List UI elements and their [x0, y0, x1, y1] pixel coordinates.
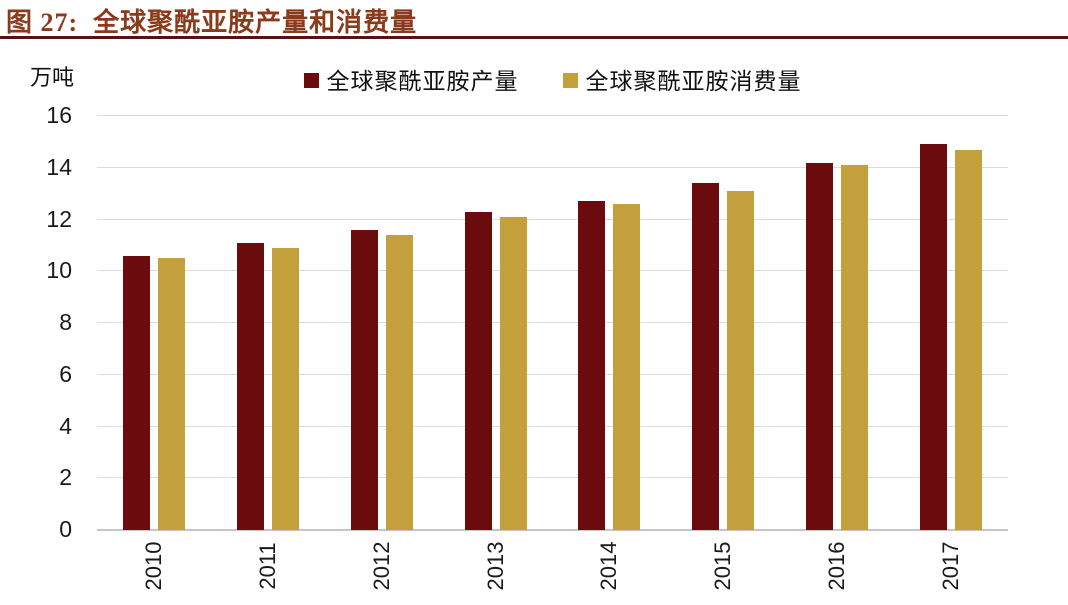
x-tick-label-2016: 2016: [824, 541, 850, 591]
bar-consumption-2014: [613, 203, 641, 530]
x-tick-label-2011: 2011: [254, 542, 280, 590]
x-axis-tick-labels: 2010 2011 2012 2013 2014 2015 2016 2017: [97, 536, 1008, 602]
bar-consumption-2012: [385, 235, 413, 530]
gridline-y-2: [97, 477, 1008, 479]
gridline-y-10: [97, 270, 1008, 272]
bar-production-2011: [236, 242, 264, 530]
bar-consumption-2010: [157, 258, 185, 530]
y-tick-label-8: 8: [59, 309, 72, 335]
x-label-cell-2016: 2016: [780, 536, 894, 602]
y-tick-label-0: 0: [59, 516, 72, 542]
x-label-cell-2014: 2014: [553, 536, 667, 602]
bar-production-2016: [806, 162, 834, 530]
gridline-y-8: [97, 322, 1008, 323]
plot-area: [97, 115, 1008, 531]
bar-production-2012: [350, 229, 378, 530]
bar-group-2011: [211, 116, 325, 530]
x-label-cell-2011: 2011: [211, 536, 325, 602]
y-tick-label-2: 2: [59, 464, 72, 491]
bar-consumption-2015: [727, 191, 755, 530]
bar-group-2016: [780, 116, 894, 530]
bar-production-2010: [122, 255, 150, 530]
bar-group-2010: [97, 116, 211, 530]
y-axis-unit-label: 万吨: [30, 65, 75, 90]
legend: 全球聚酰亚胺产量 全球聚酰亚胺消费量: [97, 62, 1008, 96]
x-label-cell-2010: 2010: [97, 536, 211, 602]
legend-label-production: 全球聚酰亚胺产量: [326, 69, 519, 94]
legend-label-consumption: 全球聚酰亚胺消费量: [585, 69, 802, 94]
x-tick-label-2015: 2015: [710, 541, 736, 591]
bar-consumption-2013: [499, 216, 527, 530]
y-axis-tick-labels: 0 2 4 6 8 10 12 14 16: [0, 104, 72, 541]
bar-group-2017: [894, 116, 1008, 530]
x-label-cell-2013: 2013: [439, 536, 553, 602]
bar-consumption-2011: [271, 247, 299, 530]
x-label-cell-2015: 2015: [666, 536, 780, 602]
y-tick-label-10: 10: [46, 257, 72, 284]
y-tick-label-4: 4: [59, 412, 72, 439]
bar-consumption-2017: [955, 149, 983, 530]
title-rule-divider: [0, 36, 1068, 39]
gridline-y-12: [97, 218, 1008, 220]
bar-group-2013: [439, 116, 553, 530]
gridline-y-4: [97, 425, 1008, 427]
x-tick-label-2014: 2014: [596, 541, 622, 591]
x-tick-label-2010: 2010: [140, 541, 166, 591]
gridline-y-6: [97, 373, 1008, 375]
x-tick-label-2012: 2012: [368, 541, 394, 591]
bar-production-2017: [920, 144, 948, 530]
x-tick-label-2013: 2013: [482, 541, 508, 591]
y-tick-label-14: 14: [46, 153, 72, 180]
legend-item-consumption: 全球聚酰亚胺消费量: [562, 62, 802, 96]
figure-title: 图 27: 全球聚酰亚胺产量和消费量: [6, 8, 418, 37]
bar-group-2012: [325, 116, 439, 530]
gridline-y-0: [97, 529, 1008, 531]
bar-production-2015: [692, 183, 720, 530]
legend-item-production: 全球聚酰亚胺产量: [303, 62, 519, 96]
legend-swatch-consumption-icon: [562, 73, 578, 88]
bar-group-2015: [666, 116, 780, 530]
y-tick-label-12: 12: [46, 205, 72, 232]
x-label-cell-2012: 2012: [325, 536, 439, 602]
x-tick-label-2017: 2017: [938, 541, 964, 591]
bar-groups: [97, 116, 1008, 530]
bar-production-2013: [464, 211, 492, 530]
y-tick-label-6: 6: [59, 360, 72, 387]
bar-production-2014: [578, 201, 606, 530]
x-label-cell-2017: 2017: [894, 536, 1008, 602]
y-tick-label-16: 16: [46, 102, 72, 128]
bar-group-2014: [553, 116, 667, 530]
gridline-y-16: [97, 115, 1008, 116]
gridline-y-14: [97, 166, 1008, 168]
legend-swatch-production-icon: [303, 73, 319, 88]
bar-consumption-2016: [841, 165, 869, 530]
